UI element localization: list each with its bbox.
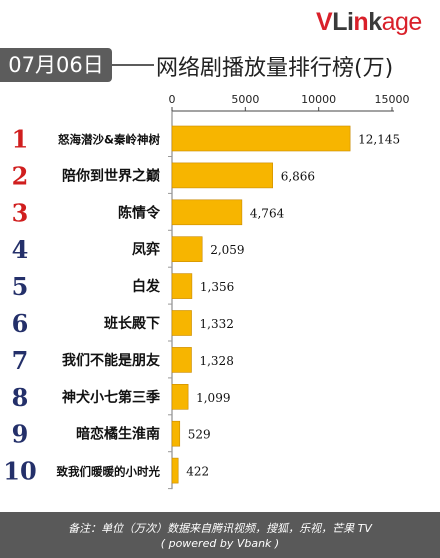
bar xyxy=(171,420,181,447)
rank-number: 7 xyxy=(12,346,29,375)
rank-number: 9 xyxy=(12,420,29,449)
category-label: 凤弈 xyxy=(132,241,160,258)
category-label: 致我们暖暖的小时光 xyxy=(57,465,161,479)
value-label: 2,059 xyxy=(210,243,244,257)
rank-number: 3 xyxy=(12,198,29,227)
bar xyxy=(171,273,193,299)
x-tick-label: 0 xyxy=(169,93,176,106)
x-tick-label: 5000 xyxy=(231,93,259,106)
category-label: 怒海潜沙&秦岭神树 xyxy=(58,133,161,147)
value-label: 1,328 xyxy=(199,354,233,368)
value-label: 4,764 xyxy=(250,206,285,220)
date-divider xyxy=(112,64,154,66)
rank-number: 1 xyxy=(12,125,29,154)
bar xyxy=(171,162,274,189)
rank-number: 6 xyxy=(12,309,29,338)
bar-chart: 0 5000 10000 15000 1 怒海潜沙&秦岭神树 12,145 2 陪你到世界之巅 6… xyxy=(3,93,410,490)
bar xyxy=(171,457,179,484)
vlinkage-logo: VLinkage xyxy=(316,8,422,36)
bar xyxy=(171,383,189,410)
date-badge: 07月06日 xyxy=(0,48,112,82)
bar xyxy=(171,125,351,152)
rank-number: 10 xyxy=(3,457,36,486)
footer: 备注：单位（万次）数据来自腾讯视频，搜狐，乐视，芒果 TV ( powered … xyxy=(0,512,440,558)
value-label: 1,356 xyxy=(200,280,234,294)
category-label: 班长殿下 xyxy=(104,315,160,332)
bar xyxy=(171,347,192,373)
value-label: 1,332 xyxy=(200,317,234,331)
category-label: 神犬小七第三季 xyxy=(62,389,160,406)
value-label: 6,866 xyxy=(281,169,315,183)
category-label: 白发 xyxy=(132,278,161,295)
bar xyxy=(171,236,203,262)
x-tick-label: 10000 xyxy=(301,93,336,106)
value-label: 529 xyxy=(188,428,211,442)
rank-number: 5 xyxy=(12,272,29,301)
category-label: 陈情令 xyxy=(118,204,161,221)
rank-number: 2 xyxy=(12,161,29,190)
footer-note: 备注：单位（万次）数据来自腾讯视频，搜狐，乐视，芒果 TV xyxy=(68,522,372,535)
value-label: 422 xyxy=(186,465,209,479)
value-label: 1,099 xyxy=(196,391,230,405)
footer-powered: ( powered by Vbank ) xyxy=(160,537,280,550)
category-label: 我们不能是朋友 xyxy=(62,352,160,369)
rank-number: 8 xyxy=(12,383,29,412)
rank-number: 4 xyxy=(12,235,29,264)
x-tick-label: 15000 xyxy=(375,93,410,106)
category-label: 暗恋橘生淮南 xyxy=(76,426,160,443)
bar xyxy=(171,310,192,336)
chart-title: 网络剧播放量排行榜(万) xyxy=(156,56,394,81)
bar xyxy=(171,199,243,226)
category-label: 陪你到世界之巅 xyxy=(62,167,160,184)
value-label: 12,145 xyxy=(358,133,400,147)
